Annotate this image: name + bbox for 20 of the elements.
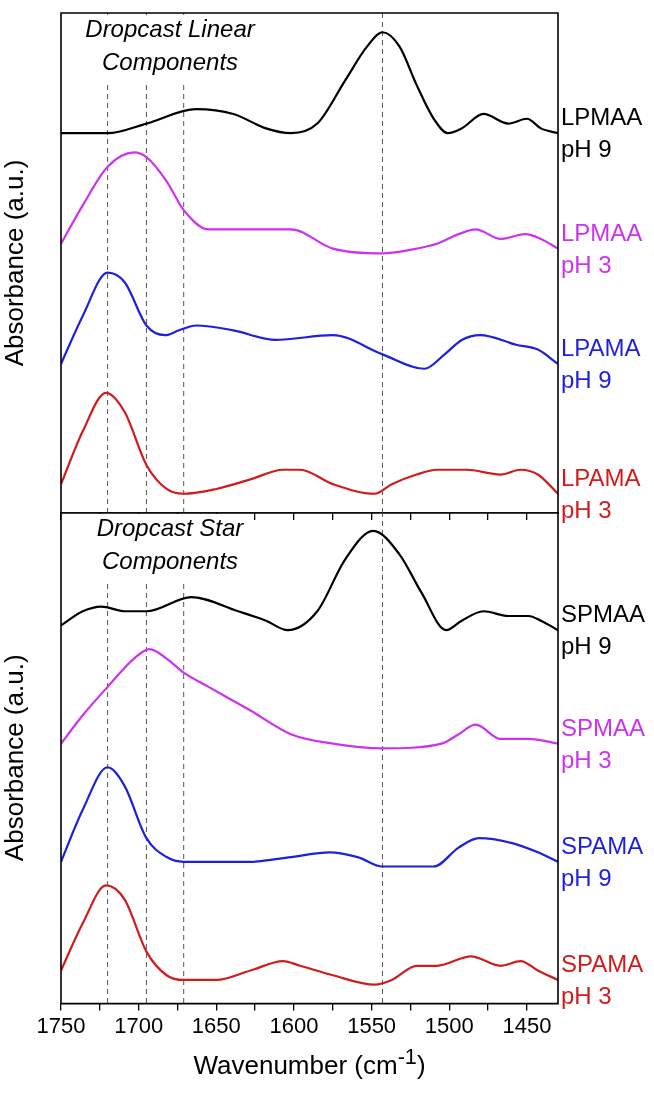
series-label: LPAMA pH 9 bbox=[561, 332, 641, 395]
x-tick-label: 1450 bbox=[502, 1012, 552, 1038]
y-axis-title: Absorbance (a.u.) bbox=[0, 654, 29, 862]
series-label: SPAMA pH 9 bbox=[561, 830, 644, 893]
series-label: LPMAA pH 9 bbox=[561, 102, 643, 165]
x-tick-label: 1550 bbox=[347, 1012, 397, 1038]
series-label: LPAMA pH 3 bbox=[561, 462, 641, 525]
x-tick-label: 1650 bbox=[191, 1012, 241, 1038]
chart-title: Dropcast Linear Components bbox=[85, 14, 256, 75]
x-tick-label: 1750 bbox=[36, 1012, 86, 1038]
x-axis-title: Wavenumber (cm$^{-1}$) bbox=[192, 1043, 427, 1081]
y-axis-title: Absorbance (a.u.) bbox=[0, 159, 29, 367]
x-tick-label: 1700 bbox=[114, 1012, 164, 1038]
series-label: SPMAA pH 3 bbox=[561, 712, 646, 775]
series-label: LPMAA pH 3 bbox=[561, 217, 643, 280]
series-label: SPMAA pH 9 bbox=[561, 599, 646, 662]
series-label: SPAMA pH 3 bbox=[561, 948, 644, 1011]
x-tick-label: 1500 bbox=[424, 1012, 474, 1038]
chart-title: Dropcast Star Components bbox=[96, 513, 245, 574]
x-tick-label: 1600 bbox=[269, 1012, 319, 1038]
